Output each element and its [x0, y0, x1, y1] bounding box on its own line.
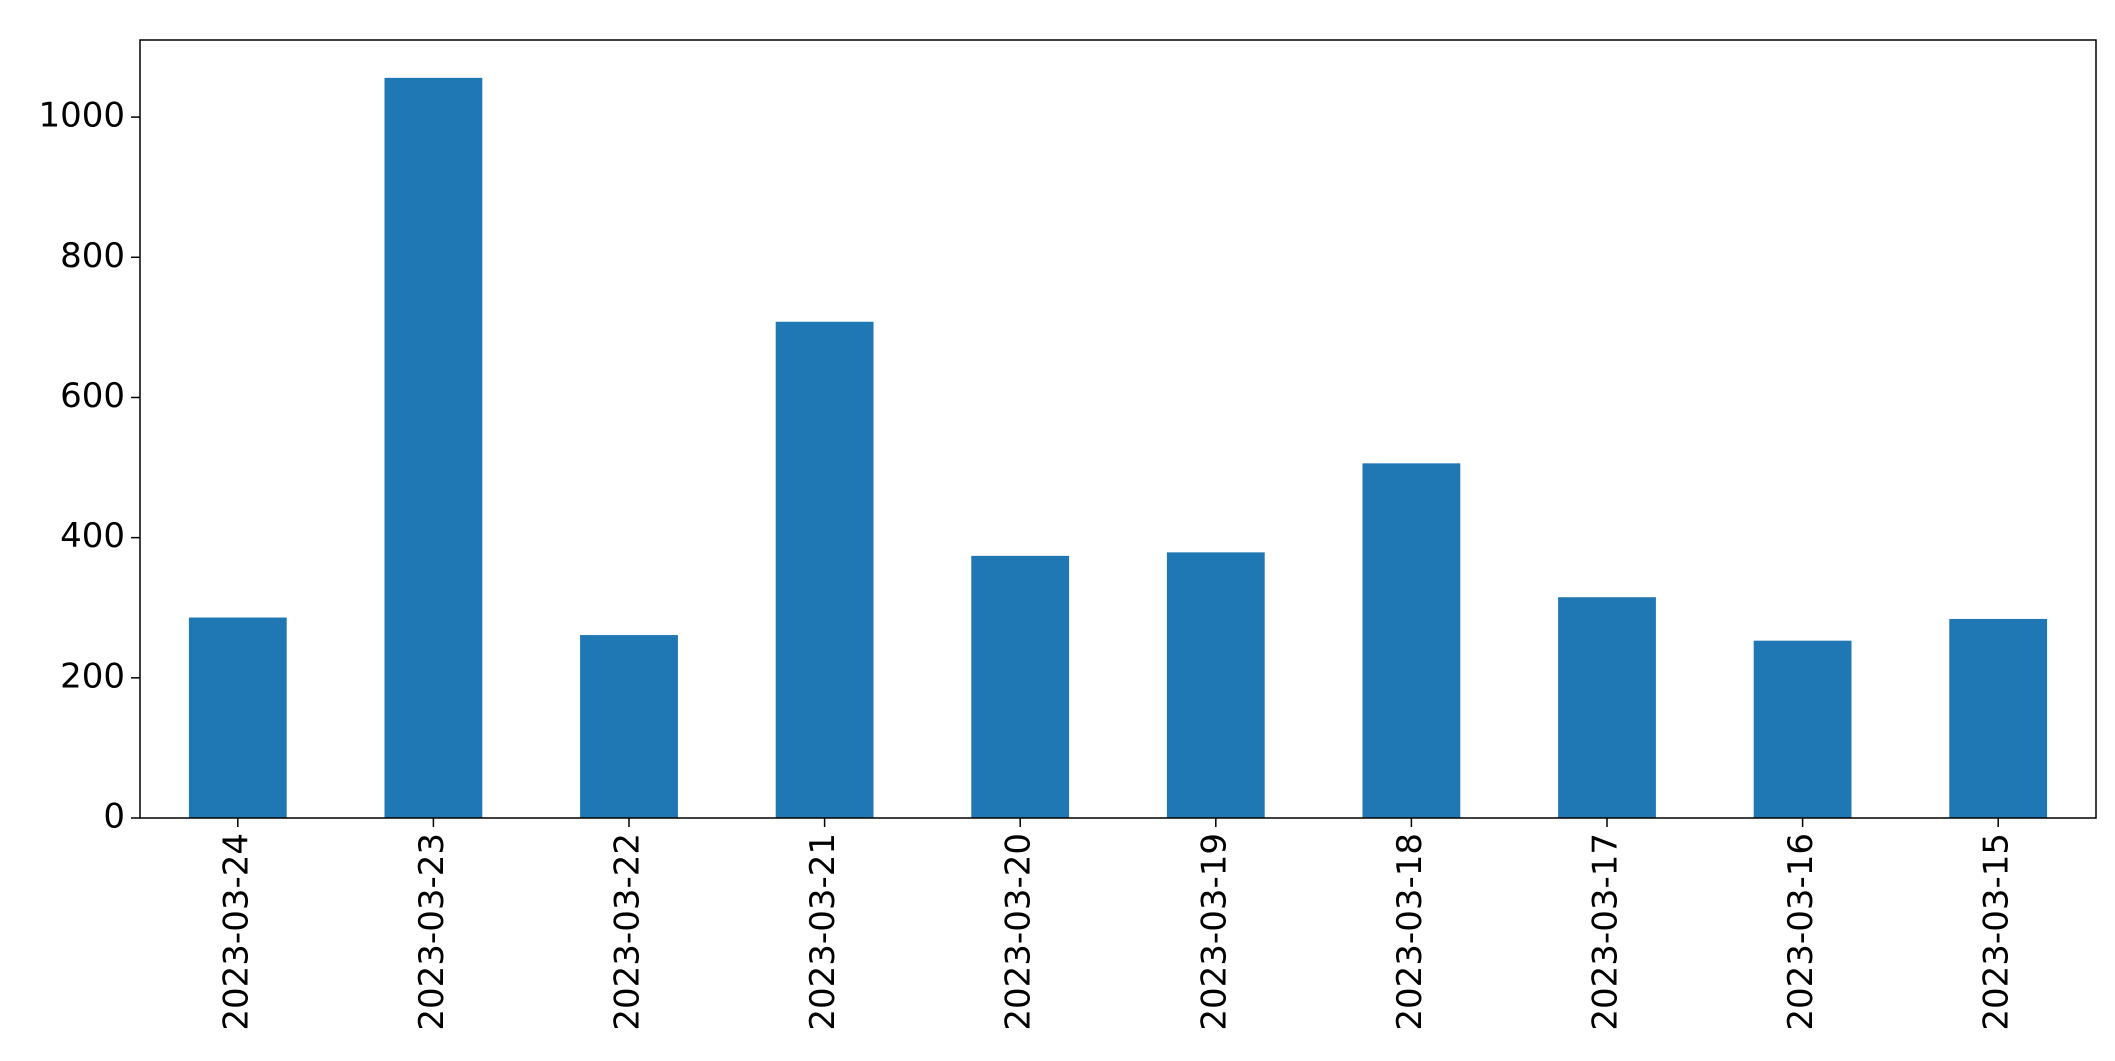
bar: [1753, 640, 1852, 818]
x-tick-label: 2023-03-17: [1586, 833, 1626, 1031]
y-tick-label: 0: [103, 797, 125, 837]
bar: [384, 77, 483, 819]
plot-frame: [139, 39, 2097, 819]
x-tick-label: 2023-03-23: [412, 833, 452, 1031]
y-tick-label: 1000: [38, 96, 125, 136]
bar: [580, 635, 678, 818]
y-tick-label: 600: [60, 376, 125, 416]
x-tick-label: 2023-03-21: [803, 833, 843, 1031]
bar: [1558, 597, 1656, 818]
bar: [1949, 618, 2048, 818]
bar: [971, 555, 1070, 818]
x-tick-label: 2023-03-22: [608, 833, 648, 1031]
y-tick-label: 800: [60, 236, 125, 276]
bar: [1166, 552, 1265, 818]
y-tick-label: 400: [60, 516, 125, 556]
x-tick-label: 2023-03-24: [216, 833, 256, 1031]
y-tick-label: 200: [60, 656, 125, 696]
x-tick-label: 2023-03-19: [1194, 833, 1234, 1031]
bar: [775, 321, 874, 818]
x-tick-label: 2023-03-20: [999, 833, 1039, 1031]
x-tick-label: 2023-03-15: [1977, 833, 2017, 1031]
x-tick-label: 2023-03-18: [1390, 833, 1430, 1031]
bar: [1362, 463, 1461, 818]
x-tick-label: 2023-03-16: [1781, 833, 1821, 1031]
bar: [188, 617, 287, 818]
